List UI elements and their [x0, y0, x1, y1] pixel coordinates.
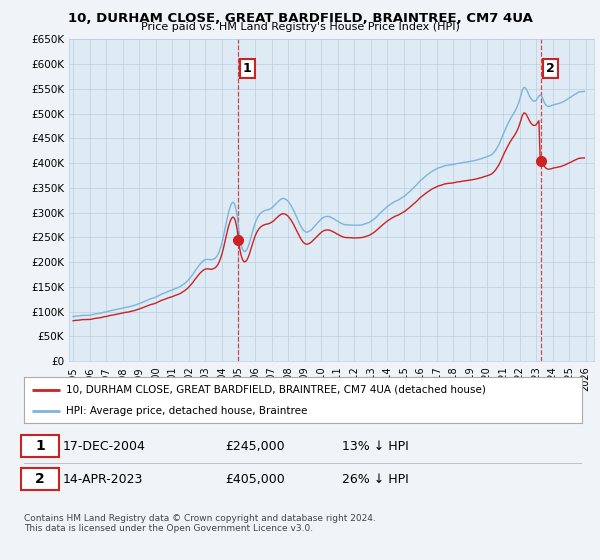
Text: £405,000: £405,000 [225, 473, 284, 486]
Text: 2: 2 [35, 472, 45, 486]
Text: £245,000: £245,000 [225, 440, 284, 452]
Text: 10, DURHAM CLOSE, GREAT BARDFIELD, BRAINTREE, CM7 4UA: 10, DURHAM CLOSE, GREAT BARDFIELD, BRAIN… [68, 12, 532, 25]
Text: HPI: Average price, detached house, Braintree: HPI: Average price, detached house, Brai… [66, 407, 307, 416]
Text: This data is licensed under the Open Government Licence v3.0.: This data is licensed under the Open Gov… [24, 524, 313, 533]
Text: 13% ↓ HPI: 13% ↓ HPI [342, 440, 409, 452]
Text: Contains HM Land Registry data © Crown copyright and database right 2024.: Contains HM Land Registry data © Crown c… [24, 514, 376, 523]
FancyBboxPatch shape [21, 435, 59, 458]
Text: 1: 1 [35, 439, 45, 453]
Text: 2: 2 [546, 62, 554, 74]
Text: 14-APR-2023: 14-APR-2023 [63, 473, 143, 486]
Text: 26% ↓ HPI: 26% ↓ HPI [342, 473, 409, 486]
Text: 1: 1 [243, 62, 251, 74]
Text: 17-DEC-2004: 17-DEC-2004 [63, 440, 146, 452]
FancyBboxPatch shape [21, 468, 59, 491]
Text: 10, DURHAM CLOSE, GREAT BARDFIELD, BRAINTREE, CM7 4UA (detached house): 10, DURHAM CLOSE, GREAT BARDFIELD, BRAIN… [66, 385, 486, 395]
Text: Price paid vs. HM Land Registry's House Price Index (HPI): Price paid vs. HM Land Registry's House … [140, 22, 460, 32]
